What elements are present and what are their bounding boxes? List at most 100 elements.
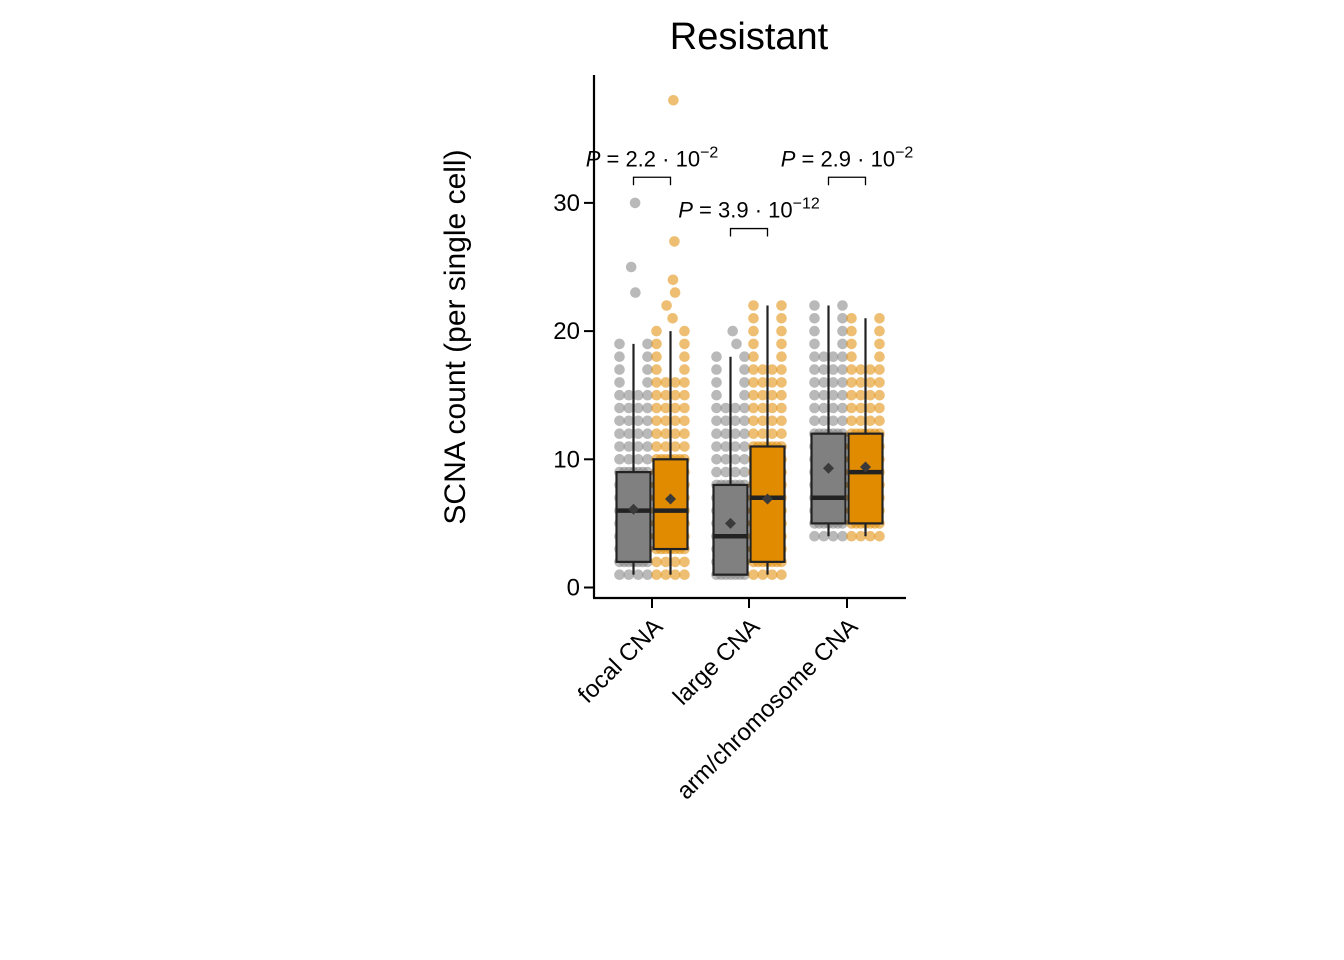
data-point — [623, 402, 635, 414]
data-point — [855, 364, 867, 375]
data-point — [614, 428, 625, 440]
data-point — [739, 389, 750, 401]
data-point — [739, 351, 750, 363]
data-point — [711, 402, 722, 414]
data-point — [669, 569, 681, 580]
mean-marker — [860, 461, 871, 473]
data-point — [748, 402, 759, 414]
data-point — [630, 287, 641, 298]
data-point — [679, 338, 690, 350]
data-point — [739, 441, 750, 452]
data-point — [837, 313, 848, 324]
p-value-label: P = 3.9 · 10−12 — [678, 196, 820, 223]
data-point — [614, 338, 625, 350]
data-point — [667, 274, 679, 286]
data-point — [614, 402, 625, 414]
data-point — [729, 454, 741, 465]
data-point — [827, 415, 839, 427]
x-tick-label: large CNA — [668, 613, 765, 710]
data-point — [874, 338, 885, 350]
data-point — [837, 530, 848, 542]
data-point — [846, 338, 857, 350]
significance-bracket — [729, 227, 769, 237]
data-point — [711, 389, 722, 401]
data-point — [614, 441, 625, 452]
data-point — [846, 389, 857, 401]
data-point — [651, 569, 662, 580]
chart-title: Resistant — [670, 16, 829, 58]
data-point — [642, 454, 653, 465]
data-point — [679, 377, 690, 388]
data-point — [711, 428, 722, 440]
data-point — [679, 351, 690, 363]
data-point — [651, 377, 662, 388]
data-point — [776, 300, 787, 311]
data-point — [766, 364, 778, 375]
data-point — [837, 415, 848, 427]
data-point — [651, 402, 662, 414]
data-point — [757, 402, 769, 414]
data-point — [661, 300, 672, 311]
data-point — [827, 389, 839, 401]
data-point — [874, 530, 885, 542]
data-point — [667, 313, 678, 324]
data-point — [874, 364, 885, 375]
data-point — [660, 441, 672, 452]
data-point — [623, 428, 635, 440]
data-point — [846, 351, 857, 363]
data-point — [651, 556, 662, 568]
data-point — [711, 415, 722, 427]
data-point — [739, 466, 750, 478]
data-point — [679, 569, 690, 580]
data-point — [748, 364, 759, 375]
data-point — [776, 428, 787, 440]
data-point — [864, 530, 876, 542]
data-point — [660, 402, 672, 414]
data-point — [855, 377, 867, 388]
data-point — [632, 389, 644, 401]
y-tick-label: 30 — [553, 190, 580, 217]
data-point — [846, 325, 857, 337]
data-point — [855, 530, 867, 542]
data-point — [739, 415, 750, 427]
data-point — [818, 389, 830, 401]
data-point — [837, 402, 848, 414]
data-point — [757, 389, 769, 401]
data-point — [632, 415, 644, 427]
data-point — [642, 428, 653, 440]
data-point — [874, 351, 885, 363]
data-point — [614, 351, 625, 363]
data-point — [632, 402, 644, 414]
data-point — [651, 351, 662, 363]
data-point — [660, 569, 672, 580]
data-point — [614, 415, 625, 427]
data-point — [766, 402, 778, 414]
data-point — [651, 364, 662, 375]
data-point — [757, 428, 769, 440]
data-point — [642, 389, 653, 401]
data-point — [679, 415, 690, 427]
data-point — [623, 454, 635, 465]
data-point — [629, 197, 641, 209]
data-point — [809, 402, 820, 414]
data-point — [623, 441, 635, 452]
data-point — [651, 325, 662, 337]
data-point — [827, 364, 839, 375]
p-value-label: P = 2.9 · 10−2 — [781, 144, 914, 171]
data-point — [729, 441, 741, 452]
data-point — [679, 402, 690, 414]
data-point — [766, 415, 778, 427]
data-point — [711, 466, 722, 478]
data-point — [776, 569, 787, 580]
data-point — [614, 454, 625, 465]
data-point — [809, 351, 820, 363]
data-point — [711, 364, 722, 375]
data-point — [766, 377, 778, 388]
y-axis-label: SCNA count (per single cell) — [439, 149, 472, 524]
data-point — [855, 415, 867, 427]
data-point — [766, 389, 778, 401]
data-point — [776, 364, 787, 375]
data-point — [748, 415, 759, 427]
data-point — [660, 556, 672, 568]
